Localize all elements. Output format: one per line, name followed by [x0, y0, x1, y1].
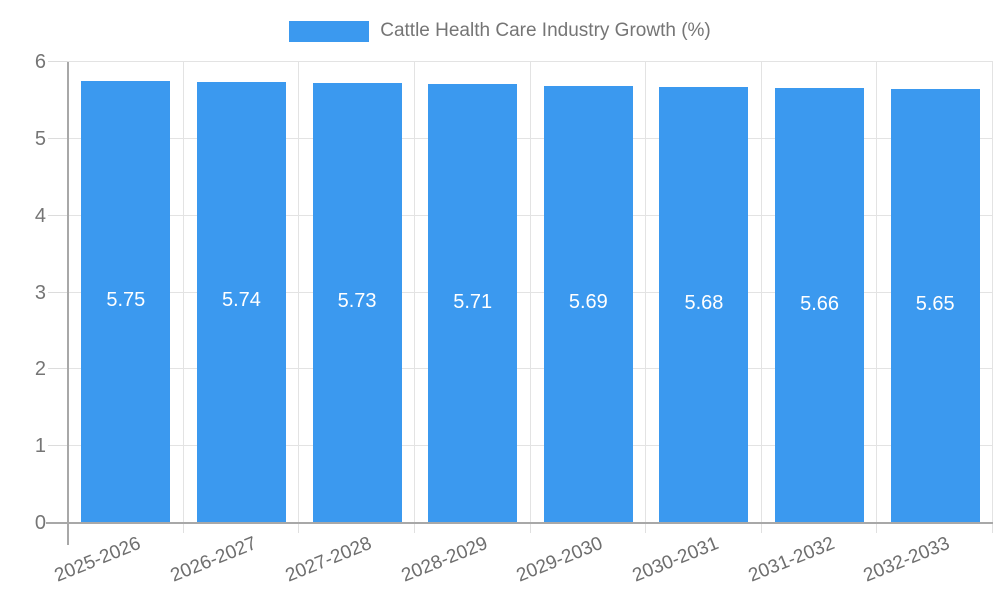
- y-tick-label: 3: [34, 281, 46, 304]
- x-tick-mark: [298, 523, 300, 533]
- x-category-label: 2031-2032: [745, 533, 838, 587]
- x-tick-mark: [876, 523, 878, 533]
- y-tick-label: 6: [34, 51, 46, 73]
- y-tick-mark: [48, 291, 68, 293]
- bar[interactable]: [312, 82, 402, 523]
- gridline-x: [645, 62, 647, 523]
- bar[interactable]: [659, 86, 749, 523]
- bar[interactable]: [543, 85, 633, 523]
- y-tick-label: 1: [34, 435, 46, 458]
- y-tick-label: 5: [34, 127, 46, 150]
- gridline-x: [298, 62, 300, 523]
- gridline-x: [182, 62, 184, 523]
- x-category-label: 2030-2031: [629, 533, 722, 587]
- gridline-x: [413, 62, 415, 523]
- x-tick-mark: [760, 523, 762, 533]
- y-tick-label: 0: [34, 512, 46, 534]
- plot-area: 5.75 5.74 5.73 5.71 5.69 5.68 5.66 5.65: [68, 61, 993, 523]
- gridline-y: [68, 368, 993, 370]
- x-tick-mark: [67, 523, 69, 545]
- x-category-label: 2028-2029: [398, 533, 491, 587]
- x-tick-mark: [413, 523, 415, 533]
- legend-item[interactable]: Cattle Health Care Industry Growth (%): [289, 20, 711, 42]
- y-tick-label: 2: [34, 358, 46, 381]
- x-tick-mark: [645, 523, 647, 533]
- x-category-label: 2029-2030: [514, 533, 607, 587]
- x-axis-line: [46, 522, 993, 524]
- gridline-y: [68, 445, 993, 447]
- gridline-y: [68, 61, 993, 62]
- x-category-label: 2025-2026: [51, 533, 144, 587]
- bar[interactable]: [428, 84, 518, 523]
- legend-swatch-icon: [289, 20, 370, 42]
- x-tick-mark: [992, 523, 993, 533]
- x-category-label: 2026-2027: [167, 533, 260, 587]
- y-tick-mark: [48, 137, 68, 139]
- bar[interactable]: [196, 81, 286, 523]
- chart-legend: Cattle Health Care Industry Growth (%): [0, 20, 1000, 42]
- gridline-x: [760, 62, 762, 523]
- y-tick-mark: [48, 214, 68, 216]
- x-category-label: 2027-2028: [282, 533, 375, 587]
- y-axis-line: [67, 62, 69, 523]
- gridline-x: [992, 62, 993, 523]
- legend-label: Cattle Health Care Industry Growth (%): [380, 20, 711, 41]
- x-category-label: 2032-2033: [860, 533, 954, 587]
- gridline-y: [68, 214, 993, 216]
- x-tick-mark: [529, 523, 531, 533]
- y-tick-mark: [48, 61, 68, 62]
- y-tick-mark: [48, 368, 68, 370]
- y-tick-label: 4: [34, 204, 46, 227]
- x-tick-mark: [182, 523, 184, 533]
- gridline-x: [529, 62, 531, 523]
- y-tick-mark: [48, 445, 68, 447]
- gridline-y: [68, 291, 993, 293]
- bar[interactable]: [890, 88, 980, 523]
- bar[interactable]: [81, 81, 171, 523]
- gridline-y: [68, 137, 993, 139]
- gridline-x: [876, 62, 878, 523]
- bar[interactable]: [775, 88, 865, 523]
